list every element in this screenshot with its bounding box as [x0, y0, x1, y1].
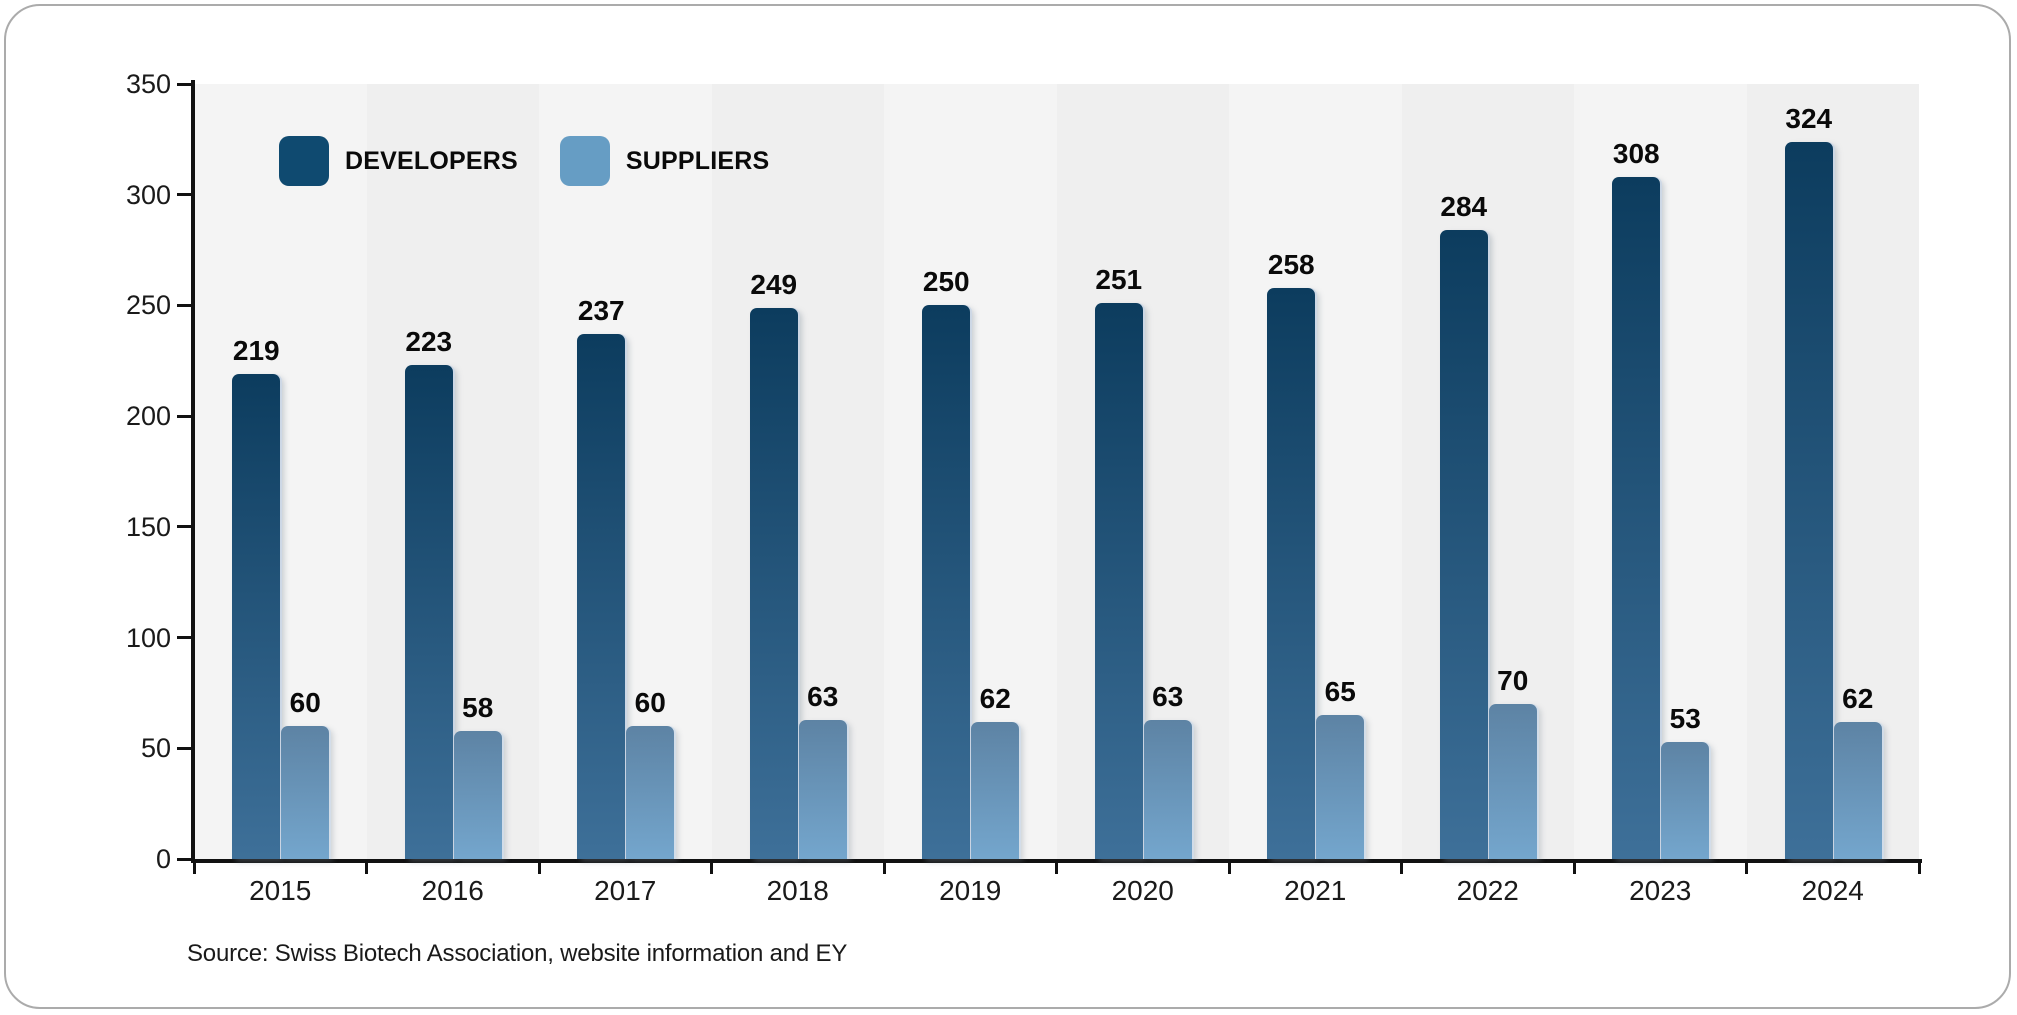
bar-suppliers-2020: [1143, 719, 1192, 859]
x-axis-tick: [192, 859, 196, 874]
y-axis-label-250: 250: [125, 290, 171, 321]
y-axis-label-200: 200: [125, 401, 171, 432]
x-axis-tick: [1400, 859, 1403, 874]
y-axis-label-350: 350: [125, 69, 171, 99]
x-axis-tick: [882, 859, 886, 874]
x-axis-label-2018: 2018: [766, 875, 829, 906]
y-axis-tick: [177, 82, 192, 86]
bar-developers-2022: [1439, 230, 1488, 859]
legend-label-developers: DEVELOPERS: [345, 146, 518, 175]
x-axis-tick: [365, 859, 368, 874]
plot-bg-stripe: [1229, 84, 1402, 859]
plot-bg-stripe: [194, 84, 367, 859]
plot-bg-stripe: [1401, 84, 1574, 859]
plot-bg-stripe: [711, 84, 884, 859]
bar-developers-2021: [1267, 287, 1316, 859]
bar-suppliers-2019: [971, 721, 1020, 859]
x-axis-label-2015: 2015: [249, 875, 312, 906]
chart-card: 2015 2016 2017 2018 2019 2020 2021 2022 2023 2024…: [4, 4, 2011, 1009]
bar-suppliers-2016: [453, 730, 502, 859]
y-axis-label-150: 150: [125, 511, 171, 542]
x-axis-label-2024: 2024: [1801, 875, 1864, 906]
value-label-suppliers-2017: 60: [634, 687, 666, 719]
bar-suppliers-2015: [281, 726, 330, 859]
value-label-suppliers-2016: 58: [462, 691, 494, 723]
value-label-developers-2017: 237: [577, 295, 625, 327]
bar-developers-2020: [1094, 303, 1143, 859]
x-axis-tick: [710, 859, 713, 874]
x-axis-tick: [1745, 859, 1748, 874]
value-label-suppliers-2022: 70: [1497, 665, 1529, 696]
plot-bg-stripe: [1746, 84, 1919, 859]
x-axis-tick: [1572, 859, 1576, 874]
bar-developers-2017: [577, 334, 626, 859]
value-label-suppliers-2021: 65: [1324, 676, 1356, 708]
x-axis-label-2016: 2016: [421, 875, 484, 906]
bar-developers-2016: [404, 365, 453, 859]
x-axis-tick: [1227, 859, 1231, 874]
legend-item-suppliers: SUPPLIERS: [559, 136, 770, 186]
x-axis-tick: [1055, 859, 1058, 874]
value-label-developers-2018: 249: [750, 268, 798, 300]
bar-suppliers-2021: [1316, 715, 1365, 859]
y-axis-tick: [177, 525, 192, 529]
value-label-suppliers-2019: 62: [979, 682, 1011, 714]
value-label-developers-2020: 251: [1095, 264, 1143, 296]
y-axis-label-100: 100: [125, 622, 171, 653]
y-axis-label-0: 0: [155, 844, 171, 874]
value-label-suppliers-2020: 63: [1152, 680, 1184, 712]
y-axis-label-50: 50: [140, 733, 171, 764]
value-label-developers-2022: 284: [1440, 191, 1488, 223]
bar-developers-2015: [232, 374, 281, 859]
suppliers-swatch-icon: [559, 136, 610, 186]
x-axis-label-2019: 2019: [939, 875, 1002, 906]
bar-suppliers-2018: [798, 719, 847, 859]
x-axis-label-2020: 2020: [1111, 875, 1174, 906]
y-axis-tick: [177, 746, 192, 750]
bar-developers-2024: [1784, 141, 1833, 859]
developers-swatch-icon: [279, 136, 329, 186]
plot-bg-stripe: [1574, 84, 1747, 859]
plot-bg-stripe: [539, 84, 712, 859]
y-axis-label-300: 300: [125, 179, 171, 210]
y-axis-tick: [177, 414, 192, 418]
bar-developers-2018: [749, 307, 798, 859]
value-label-suppliers-2018: 63: [807, 680, 839, 712]
legend: DEVELOPERS SUPPLIERS: [279, 136, 769, 186]
bar-suppliers-2017: [626, 726, 675, 859]
value-label-developers-2023: 308: [1612, 138, 1660, 169]
y-axis-tick: [177, 857, 192, 861]
plot-area: [194, 84, 1919, 859]
value-label-suppliers-2015: 60: [289, 687, 321, 719]
legend-label-suppliers: SUPPLIERS: [625, 146, 770, 175]
plot-bg-stripe: [1056, 84, 1229, 859]
y-axis-tick: [177, 193, 192, 197]
value-label-developers-2016: 223: [405, 326, 453, 358]
plot-bg-stripe: [884, 84, 1057, 859]
x-axis-label-2017: 2017: [594, 875, 657, 906]
value-label-developers-2015: 219: [232, 335, 280, 367]
y-axis-tick: [177, 303, 192, 307]
value-label-suppliers-2023: 53: [1669, 702, 1701, 734]
y-axis-line: [191, 80, 195, 863]
source-note: Source: Swiss Biotech Association, websi…: [187, 940, 848, 967]
bar-developers-2023: [1612, 177, 1661, 859]
y-axis-tick: [177, 636, 192, 640]
bar-suppliers-2022: [1488, 704, 1537, 859]
x-axis-tick: [537, 859, 541, 874]
value-label-developers-2024: 324: [1785, 102, 1833, 134]
legend-item-developers: DEVELOPERS: [279, 136, 518, 186]
value-label-developers-2021: 258: [1267, 248, 1315, 280]
x-axis-label-2021: 2021: [1284, 875, 1347, 906]
bar-suppliers-2023: [1661, 741, 1710, 859]
x-axis-label-2022: 2022: [1456, 875, 1519, 906]
bar-developers-2019: [922, 305, 971, 859]
x-axis-label-2023: 2023: [1629, 875, 1692, 906]
value-label-suppliers-2024: 62: [1842, 682, 1874, 714]
bar-suppliers-2024: [1833, 721, 1882, 859]
plot-bg-stripe: [366, 84, 539, 859]
value-label-developers-2019: 250: [922, 266, 970, 298]
x-axis-tick: [1917, 859, 1921, 874]
